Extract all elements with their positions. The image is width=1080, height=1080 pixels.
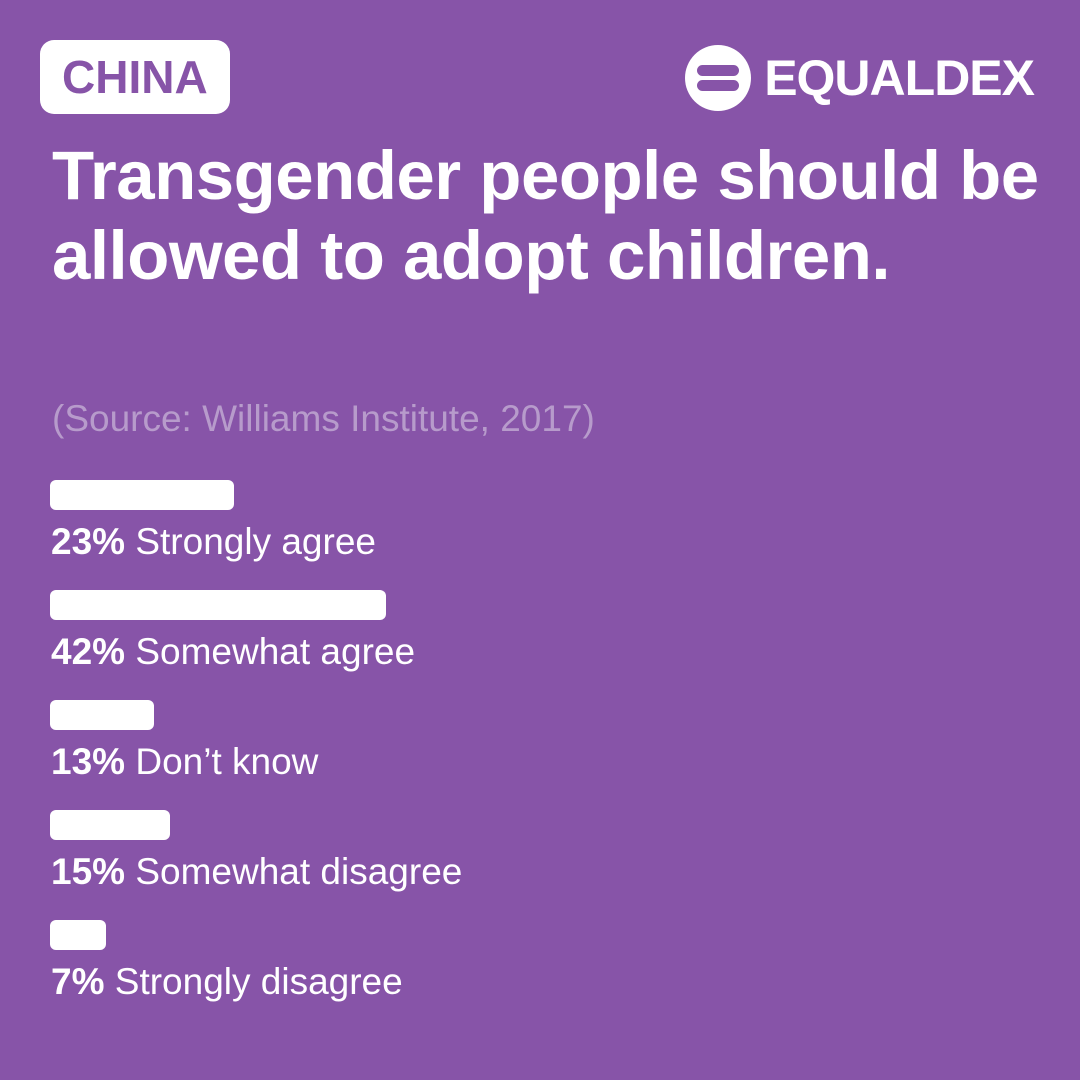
country-badge: CHINA [40,40,230,114]
brand-name: EQUALDEX [764,50,1035,106]
chart-item: 7% Strongly disagree [50,920,1050,1030]
bar-label: 23% Strongly agree [51,520,376,564]
bar-label: 7% Strongly disagree [51,960,403,1004]
bar-value-label: 7% [51,961,105,1002]
bar-value-label: 42% [51,631,126,672]
bar-category-label: Don’t know [135,741,319,782]
chart-item: 23% Strongly agree [50,480,1050,590]
bar-label: 13% Don’t know [51,740,318,784]
chart-bar [50,920,106,950]
country-name: CHINA [62,51,208,103]
source-note: (Source: Williams Institute, 2017) [52,398,595,439]
bar-category-label: Strongly disagree [114,961,403,1002]
chart-item: 15% Somewhat disagree [50,810,1050,920]
chart-bar [50,480,234,510]
bar-label: 42% Somewhat agree [51,630,415,674]
bar-value-label: 13% [51,741,126,782]
bar-label: 15% Somewhat disagree [51,850,462,894]
bar-category-label: Somewhat disagree [135,851,463,892]
chart-bar [50,590,386,620]
survey-bar-chart: 23% Strongly agree 42% Somewhat agree 13% … [50,480,1050,1030]
chart-item: 42% Somewhat agree [50,590,1050,700]
bar-category-label: Strongly agree [135,521,376,562]
chart-bar [50,700,154,730]
bar-value-label: 15% [51,851,126,892]
chart-title: Transgender people should be allowed to … [52,137,1039,294]
bar-value-label: 23% [51,521,126,562]
chart-item: 13% Don’t know [50,700,1050,810]
equaldex-logo-icon [685,45,752,111]
bar-category-label: Somewhat agree [135,631,416,672]
chart-bar [50,810,170,840]
brand-logo: EQUALDEX [684,44,1035,112]
